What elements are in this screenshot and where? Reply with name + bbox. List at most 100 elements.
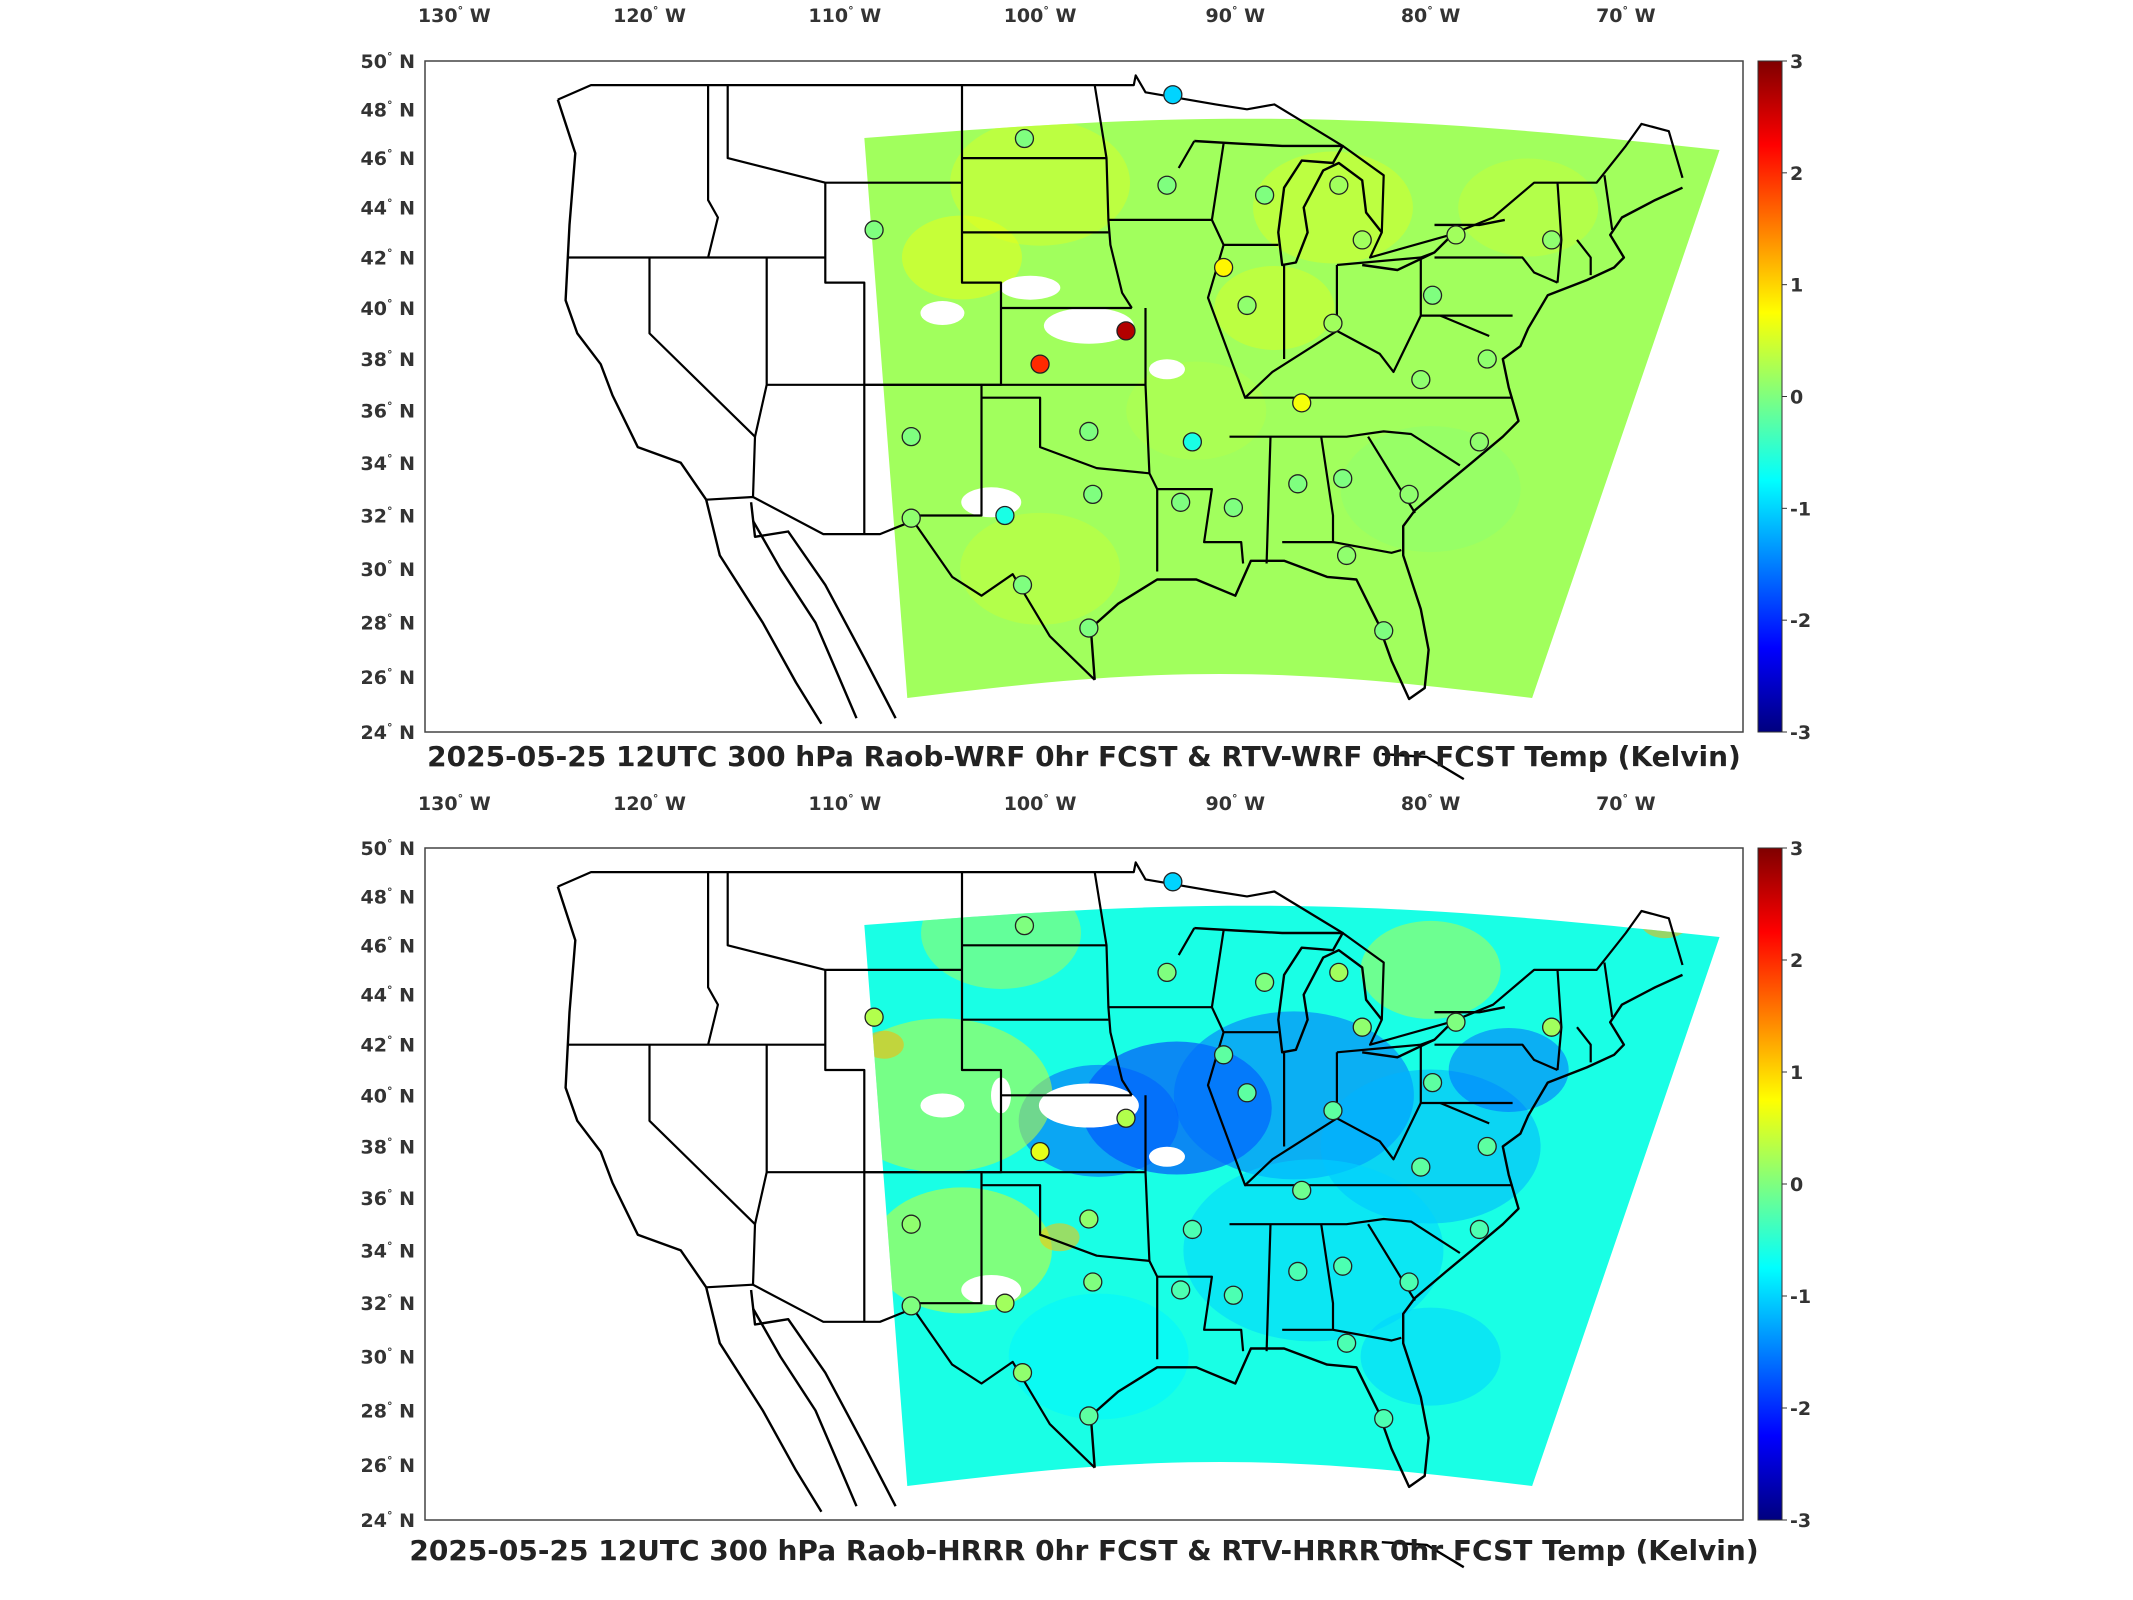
raob-station-marker[interactable]: [1288, 474, 1308, 494]
colorbar-tick-label: 1: [1790, 275, 1803, 297]
colorbar-tick-label: 1: [1790, 1062, 1803, 1084]
raob-station-marker[interactable]: [1213, 257, 1234, 278]
map-figure: 130° W 120° W 110° W 100° W 90° W 80° W 70° W 5…: [361, 4, 1811, 781]
raob-station-marker[interactable]: [1541, 230, 1562, 250]
colorbar-tick-label: 3: [1790, 838, 1803, 860]
colorbar-tick-label: 3: [1790, 51, 1803, 73]
raob-station-marker[interactable]: [1323, 1100, 1343, 1121]
raob-station-marker[interactable]: [1352, 1017, 1372, 1037]
latitude-label: 28° N: [361, 1399, 415, 1422]
raob-station-marker[interactable]: [1030, 354, 1050, 374]
raob-station-marker[interactable]: [1012, 1363, 1033, 1383]
raob-station-marker[interactable]: [1083, 484, 1103, 505]
raob-station-marker[interactable]: [1399, 1272, 1419, 1292]
bottom-map-panel: 130° W 120° W 110° W 100° W 90° W 80° W 70° W 5…: [0, 790, 2133, 1600]
longitude-label: 130° W: [418, 4, 491, 27]
raob-station-marker[interactable]: [1469, 432, 1490, 452]
raob-station-marker[interactable]: [1157, 175, 1177, 195]
raob-station-marker[interactable]: [1422, 285, 1443, 305]
raob-station-marker[interactable]: [901, 1296, 921, 1316]
longitude-label: 130° W: [418, 792, 491, 815]
raob-station-marker[interactable]: [1399, 484, 1419, 505]
raob-station-marker[interactable]: [1079, 1406, 1099, 1426]
raob-station-marker[interactable]: [1329, 962, 1349, 983]
raob-station-marker[interactable]: [1254, 185, 1275, 205]
raob-station-marker[interactable]: [1079, 1209, 1099, 1229]
latitude-label: 32° N: [361, 1292, 415, 1315]
colorbar-tick-label: -1: [1790, 498, 1811, 520]
latitude-label: 36° N: [361, 400, 415, 423]
latitude-label: 44° N: [361, 197, 415, 220]
longitude-label: 120° W: [613, 4, 686, 27]
raob-station-marker[interactable]: [1446, 225, 1466, 245]
raob-station-marker[interactable]: [1083, 1272, 1103, 1292]
raob-station-marker[interactable]: [1079, 421, 1099, 442]
raob-station-marker[interactable]: [1477, 349, 1497, 369]
raob-station-marker[interactable]: [995, 1293, 1015, 1313]
raob-station-marker[interactable]: [1352, 230, 1372, 250]
raob-station-marker[interactable]: [901, 427, 921, 447]
raob-station-marker[interactable]: [1237, 1083, 1257, 1103]
temperature-difference-field: [864, 118, 1720, 699]
raob-station-marker[interactable]: [1157, 962, 1177, 983]
colorbar-tick-label: -3: [1790, 1510, 1811, 1532]
raob-station-marker[interactable]: [1422, 1072, 1443, 1093]
raob-station-marker[interactable]: [1292, 393, 1312, 413]
raob-station-marker[interactable]: [995, 505, 1015, 526]
raob-station-marker[interactable]: [1213, 1045, 1234, 1065]
latitude-label: 50° N: [361, 50, 415, 73]
raob-station-marker[interactable]: [1477, 1136, 1497, 1157]
raob-station-marker[interactable]: [864, 220, 884, 240]
colorbar-tick-label: 2: [1790, 163, 1803, 185]
raob-station-marker[interactable]: [1163, 85, 1183, 105]
longitude-label: 80° W: [1401, 792, 1461, 815]
raob-station-marker[interactable]: [1079, 618, 1099, 638]
raob-station-marker[interactable]: [1014, 915, 1035, 936]
latitude-label: 24° N: [361, 1509, 415, 1532]
longitude-label: 100° W: [1004, 4, 1077, 27]
raob-station-marker[interactable]: [1333, 1256, 1353, 1276]
raob-station-marker[interactable]: [1182, 1219, 1203, 1240]
map-figure: 130° W 120° W 110° W 100° W 90° W 80° W 70° W 5…: [361, 792, 1811, 1569]
raob-station-marker[interactable]: [1288, 1261, 1308, 1282]
raob-station-marker[interactable]: [1171, 492, 1191, 512]
raob-station-marker[interactable]: [1116, 1108, 1136, 1128]
longitude-label: 110° W: [808, 4, 881, 27]
longitude-label: 80° W: [1401, 4, 1461, 27]
raob-station-marker[interactable]: [901, 1214, 921, 1234]
raob-station-marker[interactable]: [1116, 321, 1136, 341]
raob-station-marker[interactable]: [1171, 1280, 1191, 1300]
raob-station-marker[interactable]: [1336, 1333, 1357, 1353]
raob-station-marker[interactable]: [1541, 1017, 1562, 1037]
raob-station-marker[interactable]: [1030, 1141, 1050, 1162]
latitude-label: 40° N: [361, 1084, 415, 1107]
colorbar-tick-label: 2: [1790, 950, 1803, 972]
raob-station-marker[interactable]: [1237, 295, 1257, 316]
latitude-label: 26° N: [361, 666, 415, 689]
raob-station-marker[interactable]: [1446, 1012, 1466, 1032]
raob-station-marker[interactable]: [1182, 432, 1203, 452]
raob-station-marker[interactable]: [1411, 1157, 1431, 1177]
raob-station-marker[interactable]: [1329, 175, 1349, 195]
longitude-label: 110° W: [808, 792, 881, 815]
raob-station-marker[interactable]: [1254, 972, 1275, 992]
raob-station-marker[interactable]: [1014, 128, 1035, 149]
raob-station-marker[interactable]: [1323, 313, 1343, 333]
raob-station-marker[interactable]: [1411, 369, 1431, 390]
raob-station-marker[interactable]: [1469, 1219, 1490, 1240]
panel-title: 2025-05-25 12UTC 300 hPa Raob-HRRR 0hr F…: [409, 1534, 1758, 1567]
raob-station-marker[interactable]: [864, 1007, 884, 1027]
latitude-label: 42° N: [361, 1034, 415, 1057]
raob-station-marker[interactable]: [1333, 468, 1353, 489]
raob-station-marker[interactable]: [1223, 1285, 1244, 1305]
boundaries: [556, 74, 1684, 781]
raob-station-marker[interactable]: [1374, 621, 1394, 641]
raob-station-marker[interactable]: [1012, 575, 1033, 595]
raob-station-marker[interactable]: [901, 508, 921, 528]
raob-station-marker[interactable]: [1223, 497, 1244, 518]
colorbar-tick-label: -3: [1790, 722, 1811, 744]
raob-station-marker[interactable]: [1336, 545, 1357, 566]
raob-station-marker[interactable]: [1163, 872, 1183, 892]
raob-station-marker[interactable]: [1374, 1408, 1394, 1429]
raob-station-marker[interactable]: [1292, 1180, 1312, 1201]
